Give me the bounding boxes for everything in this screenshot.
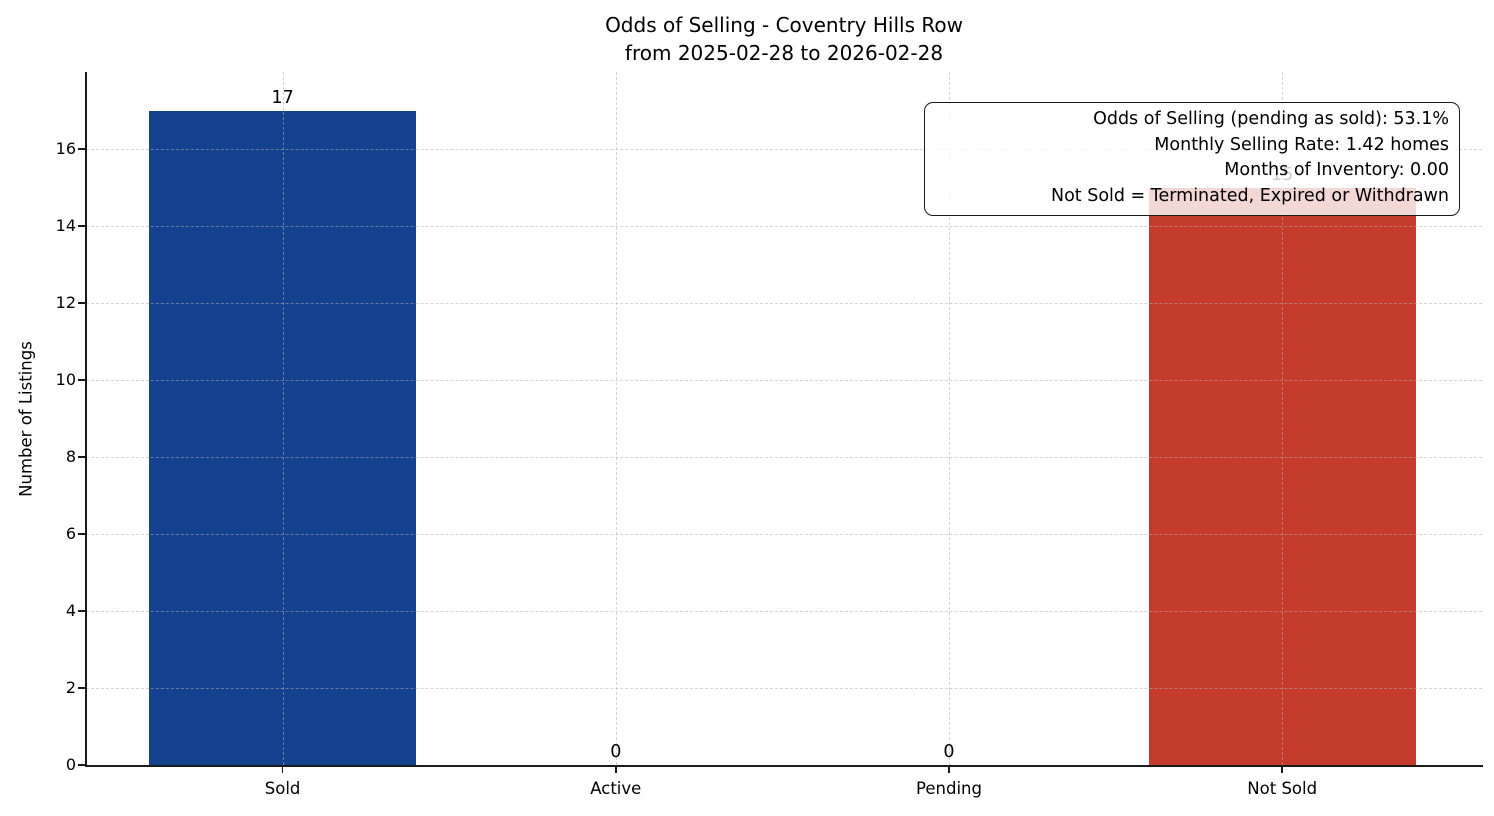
- stats-odds-of-selling: Odds of Selling (pending as sold): 53.1%: [1093, 109, 1449, 129]
- y-tick-label: 16: [55, 139, 76, 158]
- bar-value-label-active: 0: [610, 742, 622, 762]
- stats-months-of-inventory: Months of Inventory: 0.00: [1224, 160, 1449, 180]
- h-gridline: [86, 149, 1482, 150]
- y-tick-label: 0: [65, 755, 76, 774]
- y-tick-label: 6: [65, 524, 76, 543]
- x-tick-label-not-sold: Not Sold: [1247, 779, 1318, 798]
- v-gridline-not-sold: [1282, 72, 1284, 765]
- chart-title-line1: Odds of Selling - Coventry Hills Row: [605, 13, 963, 37]
- y-tick-mark: [78, 687, 85, 689]
- y-tick-mark: [78, 302, 85, 304]
- h-gridline: [86, 534, 1482, 535]
- y-tick-label: 4: [65, 601, 76, 620]
- h-gridline: [86, 611, 1482, 612]
- chart-title: Odds of Selling - Coventry Hills Row fro…: [86, 11, 1482, 67]
- v-gridline-pending: [949, 72, 950, 765]
- x-axis-spine: [84, 765, 1483, 767]
- chart-title-line2: from 2025-02-28 to 2026-02-28: [624, 41, 944, 65]
- x-tick-label-sold: Sold: [264, 779, 301, 798]
- y-tick-label: 12: [55, 293, 76, 312]
- y-tick-mark: [78, 533, 85, 535]
- y-tick-label: 2: [65, 678, 76, 697]
- h-gridline: [86, 457, 1482, 458]
- h-gridline: [86, 303, 1482, 304]
- y-tick-mark: [78, 225, 85, 227]
- y-tick-label: 10: [55, 370, 76, 389]
- y-tick-label: 14: [55, 216, 76, 235]
- h-gridline: [86, 226, 1482, 227]
- y-tick-label: 8: [65, 447, 76, 466]
- v-gridline-sold: [282, 72, 284, 765]
- y-tick-mark: [78, 456, 85, 458]
- y-tick-mark: [78, 764, 85, 766]
- bar-value-label-sold: 17: [271, 87, 294, 108]
- x-tick-label-active: Active: [590, 779, 642, 798]
- x-tick-mark: [614, 766, 617, 773]
- y-tick-mark: [78, 379, 85, 381]
- y-tick-mark: [78, 610, 85, 612]
- y-tick-mark: [78, 148, 85, 150]
- bar-value-label-pending: 0: [943, 742, 955, 762]
- stats-annotation-box: Odds of Selling (pending as sold): 53.1%…: [924, 102, 1460, 216]
- x-tick-mark: [1281, 766, 1284, 773]
- y-axis-label: Number of Listings: [16, 341, 36, 497]
- y-axis-spine: [84, 72, 87, 765]
- h-gridline: [86, 380, 1482, 381]
- stats-not-sold-definition: Not Sold = Terminated, Expired or Withdr…: [1050, 185, 1449, 206]
- x-tick-mark: [281, 766, 284, 773]
- v-gridline-active: [615, 72, 617, 765]
- x-tick-label-pending: Pending: [916, 779, 982, 798]
- stats-monthly-selling-rate: Monthly Selling Rate: 1.42 homes: [1154, 134, 1449, 155]
- x-tick-mark: [948, 766, 950, 773]
- h-gridline: [86, 688, 1482, 689]
